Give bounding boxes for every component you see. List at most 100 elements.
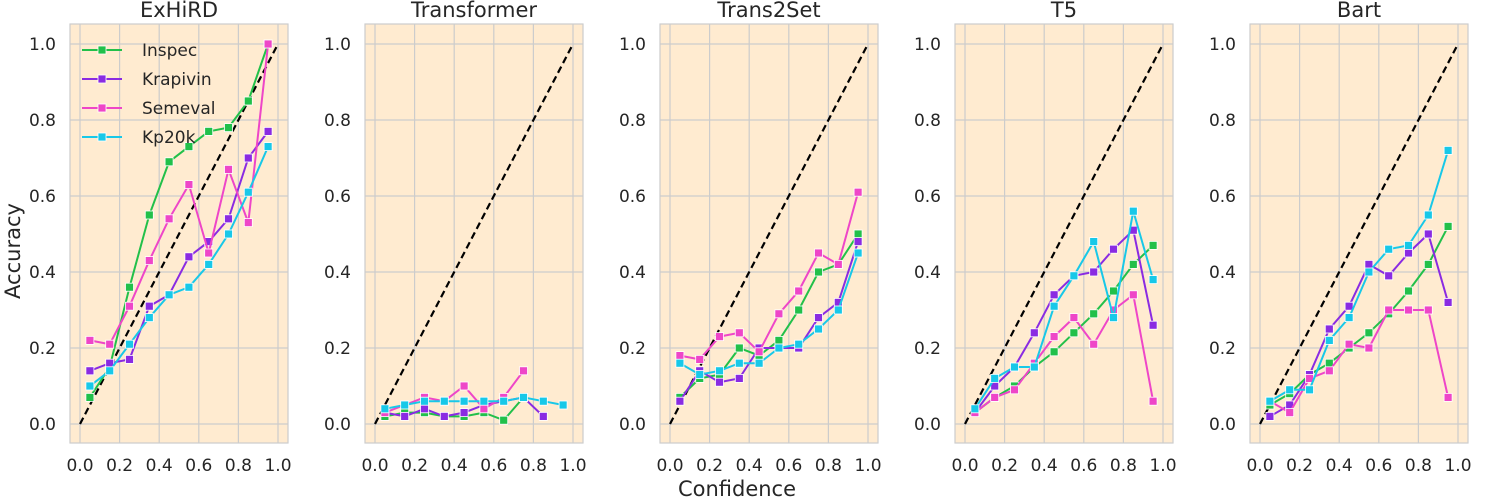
data-point [1049,290,1059,300]
x-tick-label: 0.0 [1246,456,1273,476]
data-point [144,313,154,323]
data-point [1148,275,1158,285]
data-point [1089,339,1099,349]
x-tick-label: 0.8 [520,456,547,476]
data-point [970,404,980,414]
data-point [1423,259,1433,269]
data-point [144,210,154,220]
data-point [85,392,95,402]
series-line [974,244,1154,414]
y-tick-label: 0.6 [619,187,646,207]
data-point [184,282,194,292]
data-point [1148,396,1158,406]
series-line [1269,309,1450,414]
data-point [380,404,390,414]
legend-label: Inspec [142,41,197,61]
data-point [1364,267,1374,277]
data-point [1423,305,1433,315]
data-point [1364,343,1374,353]
data-point [715,332,724,342]
x-tick-label: 0.0 [66,456,93,476]
series-line [974,228,1155,414]
data-point [754,347,764,357]
y-tick-label: 1.0 [29,35,56,55]
x-tick-label: 0.8 [815,456,842,476]
data-point [1069,271,1079,281]
chart-panel-1: 0.0 0.2 0.4 0.6 0.8 1.0 0.0 0.2 0.4 0.6 0.8 1.0 Tran… [324,0,587,476]
data-point [794,339,804,349]
data-point [125,354,134,364]
data-point [184,180,194,190]
y-tick-label: 0.8 [324,111,351,131]
y-tick-label: 0.2 [619,339,646,359]
data-point [1384,305,1394,315]
legend-label: Krapivin [142,70,212,90]
data-point [1265,396,1275,406]
series-semeval [1265,305,1453,418]
y-tick-label: 0.2 [324,339,351,359]
data-point [794,286,804,296]
data-point [243,96,253,106]
x-tick-label: 0.2 [1286,456,1313,476]
x-tick-label: 0.6 [480,456,507,476]
data-point [1285,408,1295,418]
data-point [754,358,764,368]
x-tick-label: 0.2 [401,456,428,476]
perfect-calibration-line [964,43,1164,425]
y-tick-label: 1.0 [1209,35,1236,55]
data-point [164,214,174,224]
x-tick-label: 0.0 [656,456,683,476]
legend-marker [97,45,107,55]
plot-frame [364,23,584,444]
data-point [85,366,95,376]
data-point [1029,328,1039,338]
data-point [224,123,233,132]
data-point [1443,297,1453,307]
data-point [1364,259,1374,269]
data-point [1128,206,1138,216]
figure-y-axis-label: Accuracy [1,203,25,299]
plot-frame [954,23,1174,444]
data-point [479,396,489,406]
data-point [459,396,469,406]
y-tick-label: 0.0 [914,415,941,435]
data-point [990,373,1000,383]
chart-title: ExHiRD [140,0,218,22]
legend-label: Semeval [142,99,215,119]
data-point [1069,313,1079,323]
data-point [144,301,154,311]
x-tick-label: 0.6 [185,456,212,476]
data-point [439,411,449,421]
legend-marker [97,74,107,84]
data-point [715,377,724,387]
chart-panel-0: 0.0 0.2 0.4 0.6 0.8 1.0 0.0 0.2 0.4 0.6 0.8 1.0 ExHi… [29,0,292,476]
data-point [1049,301,1059,311]
series-line [679,191,860,361]
perfect-calibration-line [1259,43,1459,425]
x-tick-label: 0.0 [361,456,388,476]
plot-frame [659,23,879,444]
data-point [263,39,273,49]
data-point [1423,210,1433,220]
data-point [1049,332,1059,342]
data-point [1344,339,1354,349]
x-tick-label: 1.0 [264,456,291,476]
data-point [459,408,469,418]
data-point [675,396,685,406]
plot-frame [69,23,289,444]
data-point [125,301,134,311]
series-line [974,293,1155,414]
series-line [679,252,860,376]
data-point [715,366,724,376]
series-kp20k [380,392,568,414]
chart-title: Transformer [410,0,537,22]
data-point [853,187,863,197]
y-tick-label: 0.2 [1209,339,1236,359]
series-line [384,396,564,410]
data-point [459,381,469,391]
y-tick-label: 0.4 [914,263,941,283]
data-point [85,335,95,345]
data-point [263,127,273,136]
data-point [1443,221,1453,231]
data-point [794,305,804,315]
